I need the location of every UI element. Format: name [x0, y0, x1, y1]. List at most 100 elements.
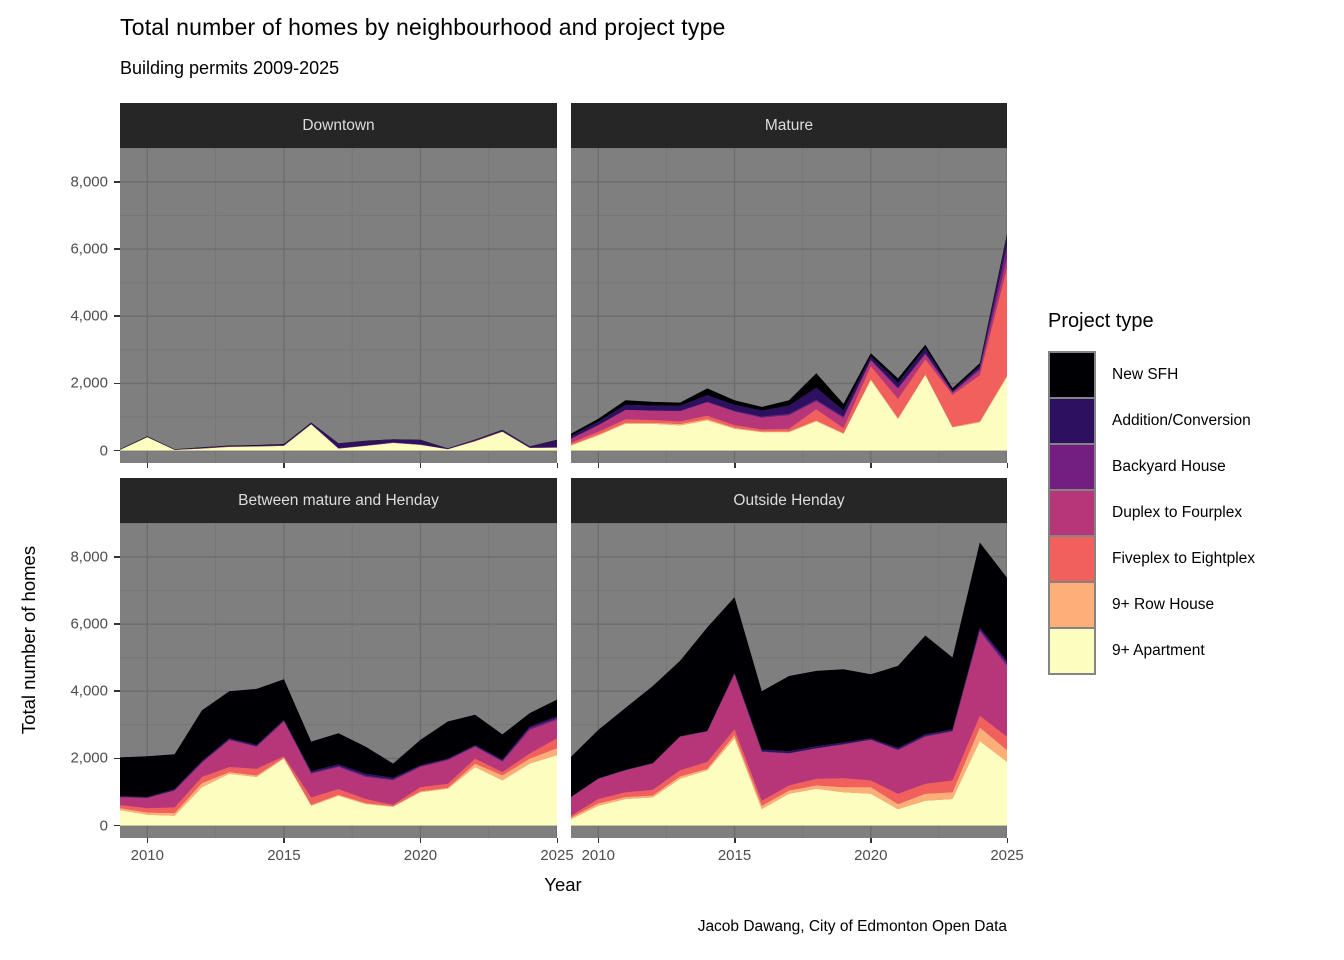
x-tick-label: 2015: [267, 847, 301, 864]
area-fiveplex-to-eightplex: [571, 267, 1007, 445]
chart-subtitle: Building permits 2009-2025: [120, 58, 340, 78]
y-tick-label: 2,000: [70, 374, 108, 392]
legend-swatch-fiveplex-to-eightplex: [1048, 535, 1096, 583]
x-tick-mark: [419, 838, 422, 843]
x-tick-mark: [146, 463, 149, 468]
legend-entry: Addition/Conversion: [1048, 397, 1251, 445]
legend-swatch-9-row-house: [1048, 581, 1096, 629]
facet-strip-label: Mature: [764, 116, 814, 134]
y-tick-mark: [114, 449, 120, 452]
legend-title: Project type: [1048, 310, 1154, 332]
legend-swatch-9-apartment: [1048, 627, 1096, 675]
legend-keys: New SFH Addition/Conversion Backyard House…: [1048, 351, 1255, 675]
x-tick-label: 2020: [403, 847, 438, 864]
x-tick-mark: [597, 463, 600, 468]
x-tick-mark: [734, 838, 736, 843]
x-tick-mark: [870, 838, 872, 843]
legend-label: Fiveplex to Eightplex: [1112, 550, 1256, 567]
x-tick-mark: [146, 838, 149, 843]
y-tick-mark: [114, 248, 120, 250]
x-tick-mark: [419, 463, 422, 468]
legend-label: Backyard House: [1112, 458, 1226, 475]
x-tick-mark: [283, 838, 285, 843]
area-duplex-to-fourplex: [120, 719, 557, 809]
x-axis-title: Year: [544, 874, 582, 895]
legend-entry: Backyard House: [1048, 443, 1226, 491]
x-tick-mark: [556, 463, 558, 468]
facet-panel-downtown: [120, 148, 557, 463]
y-tick-mark: [114, 382, 120, 385]
area-new-sfh: [120, 679, 557, 797]
y-tick-mark: [114, 315, 120, 317]
area-fiveplex-to-eightplex: [120, 738, 557, 814]
facet-panel-outside-henday: [571, 523, 1007, 838]
x-tick-label: 2025: [540, 847, 574, 864]
legend-swatch-new-sfh: [1048, 351, 1096, 399]
x-tick-mark: [283, 463, 285, 468]
chart-title: Total number of homes by neighbourhood a…: [120, 14, 726, 40]
area-9-row-house: [120, 748, 557, 816]
x-tick-mark: [870, 463, 872, 468]
y-tick-label: 0: [99, 817, 108, 835]
x-tick-label: 2025: [990, 847, 1024, 864]
legend: Project type New SFH Addition/Conversion B…: [1048, 310, 1255, 675]
x-tick-mark: [1006, 463, 1008, 468]
y-tick-label: 4,000: [70, 307, 108, 325]
x-tick-mark: [734, 463, 736, 468]
legend-label: Addition/Conversion: [1112, 412, 1251, 429]
facet-panel-mature: [571, 148, 1007, 463]
legend-swatch-backyard-house: [1048, 443, 1096, 491]
legend-swatch-duplex-to-fourplex: [1048, 489, 1096, 537]
legend-entry: Duplex to Fourplex: [1048, 489, 1242, 537]
facet-strip-label: Between mature and Henday: [238, 491, 439, 509]
y-tick-label: 6,000: [70, 615, 108, 633]
x-tick-mark: [556, 838, 558, 843]
y-tick-mark: [114, 757, 120, 760]
area-9-apartment: [120, 424, 557, 451]
y-tick-label: 4,000: [70, 682, 108, 700]
y-tick-label: 8,000: [70, 173, 108, 191]
area-9-apartment: [571, 738, 1007, 826]
facet-strip-downtown: Downtown: [120, 103, 557, 148]
y-axis-title: Total number of homes: [18, 545, 39, 735]
x-tick-mark: [1006, 838, 1008, 843]
caption: Jacob Dawang, City of Edmonton Open Data: [697, 918, 1007, 935]
area-addition-conversion: [120, 423, 557, 450]
area-duplex-to-fourplex: [571, 257, 1007, 443]
x-tick-label: 2010: [130, 847, 164, 864]
x-tick-label: 2015: [717, 847, 752, 864]
y-tick-mark: [114, 623, 120, 625]
area-9-apartment: [571, 375, 1007, 451]
y-tick-label: 8,000: [70, 548, 108, 566]
x-tick-label: 2020: [854, 847, 888, 864]
y-tick-mark: [114, 824, 120, 827]
legend-entry: Fiveplex to Eightplex: [1048, 535, 1255, 583]
facet-strip-label: Downtown: [302, 116, 375, 134]
legend-label: New SFH: [1112, 366, 1179, 383]
area-9-apartment: [120, 755, 557, 826]
facet-strip-mature: Mature: [571, 103, 1007, 148]
y-tick-mark: [114, 181, 120, 183]
legend-swatch-addition-conversion: [1048, 397, 1096, 445]
y-tick-mark: [114, 556, 120, 558]
facet-strip-outside-henday: Outside Henday: [571, 478, 1007, 523]
legend-entry: 9+ Row House: [1048, 581, 1214, 629]
legend-label: Duplex to Fourplex: [1112, 504, 1243, 521]
y-tick-mark: [114, 690, 120, 692]
facet-strip-label: Outside Henday: [733, 491, 845, 509]
x-tick-mark: [597, 838, 600, 843]
facet-strip-between-mature-and-henday: Between mature and Henday: [120, 478, 557, 523]
facet-panel-between-mature-and-henday: [120, 523, 557, 838]
x-tick-label: 2010: [581, 847, 615, 864]
legend-label: 9+ Row House: [1112, 596, 1215, 613]
area-addition-conversion: [120, 716, 557, 798]
area-backyard-house: [120, 718, 557, 798]
y-tick-label: 0: [99, 442, 108, 460]
legend-label: 9+ Apartment: [1112, 642, 1205, 659]
legend-entry: New SFH: [1048, 351, 1178, 399]
area-duplex-to-fourplex: [571, 631, 1007, 816]
legend-entry: 9+ Apartment: [1048, 627, 1205, 675]
y-tick-label: 6,000: [70, 240, 108, 258]
area-new-sfh: [571, 542, 1007, 797]
